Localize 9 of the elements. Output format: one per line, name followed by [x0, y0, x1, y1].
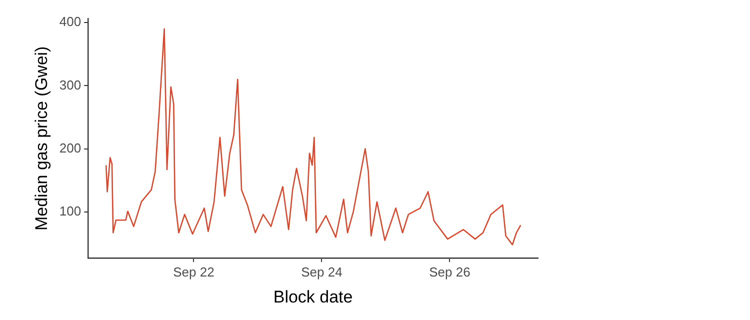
y-axis-title: Median gas price (Gwei)	[32, 46, 51, 231]
y-tick-label: 200	[59, 140, 82, 156]
x-axis-title: Block date	[273, 287, 353, 306]
x-tick-label: Sep 22	[173, 264, 214, 280]
y-tick-label: 300	[59, 77, 82, 92]
x-tick-label: Sep 26	[429, 264, 470, 280]
y-tick-label: 400	[59, 14, 82, 30]
x-tick-label: Sep 24	[301, 264, 342, 280]
y-tick-label: 100	[59, 204, 82, 219]
